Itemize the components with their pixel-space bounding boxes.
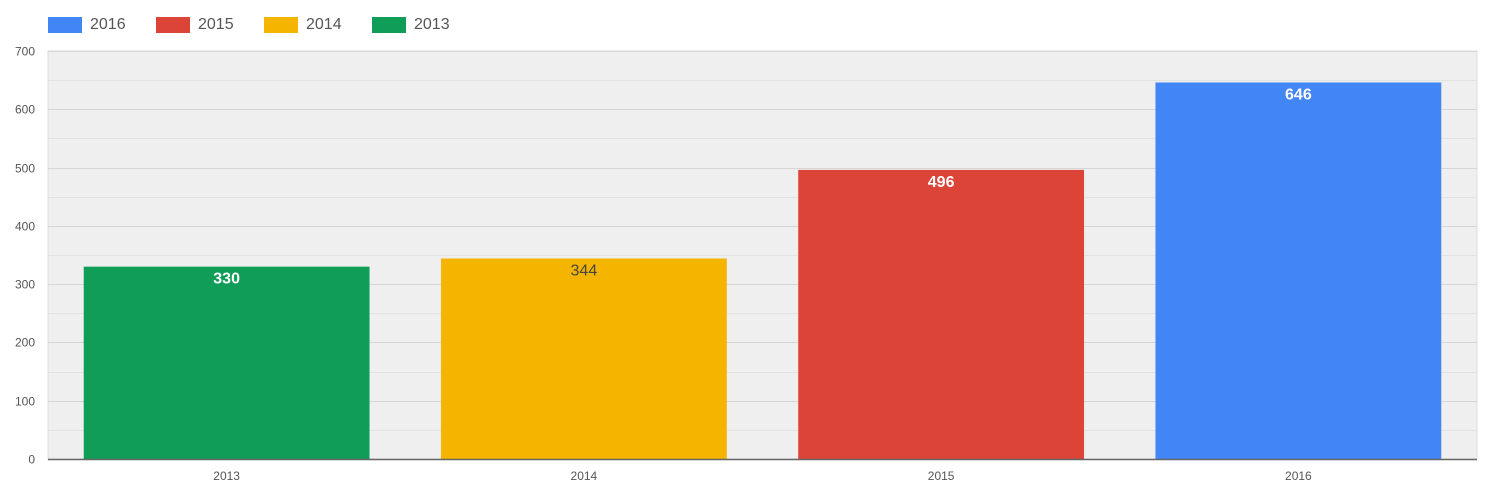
y-tick-label: 200	[15, 336, 35, 350]
y-tick-label: 600	[15, 103, 35, 117]
legend-swatch-2015	[156, 17, 190, 33]
data-label-2015: 496	[928, 174, 955, 191]
legend-swatch-2013	[372, 17, 406, 33]
bars: 330 344 496 646	[83, 82, 1442, 459]
x-tick-label-2016: 2016	[1285, 469, 1312, 483]
legend-label-2016: 2016	[90, 16, 126, 33]
x-tick-label-2015: 2015	[928, 469, 955, 483]
y-tick-label: 700	[15, 45, 35, 59]
x-axis-tick-labels: 2013 2014 2015 2016	[213, 469, 1312, 483]
y-tick-label: 400	[15, 220, 35, 234]
x-tick-label-2014: 2014	[571, 469, 598, 483]
bar-2015[interactable]	[798, 169, 1085, 459]
data-label-2016: 646	[1285, 86, 1312, 103]
legend-label-2015: 2015	[198, 16, 234, 33]
legend-swatch-2014	[264, 17, 298, 33]
y-axis-tick-labels: 0 100 200 300 400 500 600 700	[15, 45, 35, 467]
bar-2016[interactable]	[1155, 82, 1442, 459]
legend-label-2013: 2013	[414, 16, 450, 33]
y-tick-label: 500	[15, 162, 35, 176]
bar-2013[interactable]	[83, 266, 370, 459]
y-tick-label: 100	[15, 395, 35, 409]
legend-label-2014: 2014	[306, 16, 342, 33]
data-label-2013: 330	[213, 271, 240, 288]
data-label-2014: 344	[571, 262, 598, 279]
x-tick-label-2013: 2013	[213, 469, 240, 483]
bar-2014[interactable]	[440, 258, 727, 459]
y-tick-label: 0	[28, 453, 35, 467]
legend-swatch-2016	[48, 17, 82, 33]
y-tick-label: 300	[15, 278, 35, 292]
